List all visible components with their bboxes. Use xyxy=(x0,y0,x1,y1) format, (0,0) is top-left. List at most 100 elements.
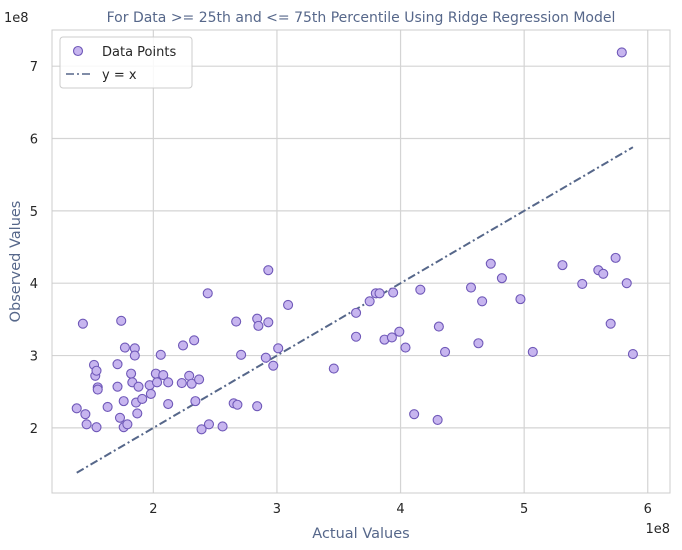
data-point xyxy=(351,307,362,318)
x-tick-label: 2 xyxy=(149,502,157,517)
data-point xyxy=(252,401,263,412)
data-point xyxy=(91,365,102,376)
data-point xyxy=(112,359,123,370)
data-point xyxy=(80,409,91,420)
x-tick-label: 4 xyxy=(396,502,404,517)
data-point xyxy=(283,299,294,310)
data-point xyxy=(388,287,399,298)
data-point xyxy=(477,296,488,307)
data-point xyxy=(189,335,200,346)
data-point xyxy=(432,414,443,425)
x-tick-label: 6 xyxy=(644,502,652,517)
y-tick-label: 6 xyxy=(30,133,38,148)
x-tick-label: 3 xyxy=(273,502,281,517)
data-point xyxy=(133,381,144,392)
data-point xyxy=(177,340,189,351)
data-point xyxy=(132,408,143,419)
data-point xyxy=(386,332,397,343)
data-point xyxy=(473,338,484,349)
data-point xyxy=(81,419,92,430)
data-point xyxy=(485,258,496,269)
data-point xyxy=(176,377,187,389)
data-point xyxy=(217,421,228,432)
data-point xyxy=(116,315,127,326)
data-point xyxy=(400,342,411,353)
x-tick-label: 5 xyxy=(520,502,528,517)
data-point xyxy=(102,401,113,412)
data-point xyxy=(152,377,163,388)
data-point xyxy=(119,342,130,353)
legend-label-data-points: Data Points xyxy=(102,45,176,60)
data-point xyxy=(610,252,621,263)
data-point xyxy=(190,396,201,407)
legend-label-y-equals-x: y = x xyxy=(102,68,137,83)
data-point xyxy=(77,318,88,329)
data-point xyxy=(465,282,477,293)
data-point xyxy=(268,360,279,371)
y-axis-title: Observed Values xyxy=(8,201,24,323)
y-tick-label: 2 xyxy=(30,422,38,437)
y-tick-label: 7 xyxy=(30,60,38,75)
data-point xyxy=(394,326,405,337)
legend-marker-data-points xyxy=(72,45,84,57)
data-point xyxy=(433,321,444,332)
chart-title: For Data >= 25th and <= 75th Percentile … xyxy=(107,10,616,26)
data-point xyxy=(515,294,526,305)
data-point xyxy=(92,384,103,395)
data-point xyxy=(439,346,451,357)
data-point xyxy=(163,377,174,388)
data-point xyxy=(155,349,166,360)
data-point xyxy=(627,349,638,360)
data-point xyxy=(273,343,284,354)
data-point xyxy=(260,352,271,363)
data-point xyxy=(263,265,274,276)
data-point xyxy=(577,278,588,289)
data-point xyxy=(186,378,197,389)
data-point xyxy=(621,278,632,289)
data-point xyxy=(496,273,507,284)
x-axis-title: Actual Values xyxy=(312,526,409,542)
legend-box xyxy=(59,36,193,89)
data-point xyxy=(364,296,375,307)
data-point xyxy=(196,424,207,435)
data-point xyxy=(253,320,264,331)
data-point xyxy=(194,374,205,385)
y-tick-labels: 2 3 4 5 6 7 xyxy=(30,60,38,437)
data-point xyxy=(232,399,243,410)
data-point xyxy=(122,419,133,430)
x-axis-scale-note: 1e8 xyxy=(645,522,670,537)
data-point xyxy=(231,316,242,327)
data-point xyxy=(328,363,339,374)
data-point xyxy=(527,346,538,357)
y-axis-scale-note: 1e8 xyxy=(4,11,29,26)
x-tick-labels: 2 3 4 5 6 xyxy=(149,502,652,517)
data-point xyxy=(415,284,426,295)
data-point xyxy=(616,47,627,58)
data-point xyxy=(112,381,123,392)
y-tick-label: 4 xyxy=(30,277,38,292)
data-point xyxy=(202,288,213,299)
data-point xyxy=(351,331,362,342)
data-point xyxy=(598,268,609,279)
legend: Data Points y = x xyxy=(59,36,193,89)
data-point xyxy=(236,349,247,360)
data-point xyxy=(163,398,174,410)
y-tick-label: 5 xyxy=(30,205,38,220)
data-point xyxy=(203,419,215,430)
data-points-layer xyxy=(71,47,638,435)
data-point xyxy=(114,412,126,423)
data-point xyxy=(409,409,420,420)
y-tick-label: 3 xyxy=(30,350,38,365)
data-point xyxy=(91,422,102,433)
data-point xyxy=(71,403,82,414)
data-point xyxy=(557,260,568,271)
data-point xyxy=(118,396,129,407)
grid xyxy=(52,30,670,493)
data-point xyxy=(126,368,137,379)
data-point xyxy=(145,388,156,399)
data-point xyxy=(158,370,169,381)
plot-frame xyxy=(51,29,671,494)
data-point xyxy=(129,350,140,361)
